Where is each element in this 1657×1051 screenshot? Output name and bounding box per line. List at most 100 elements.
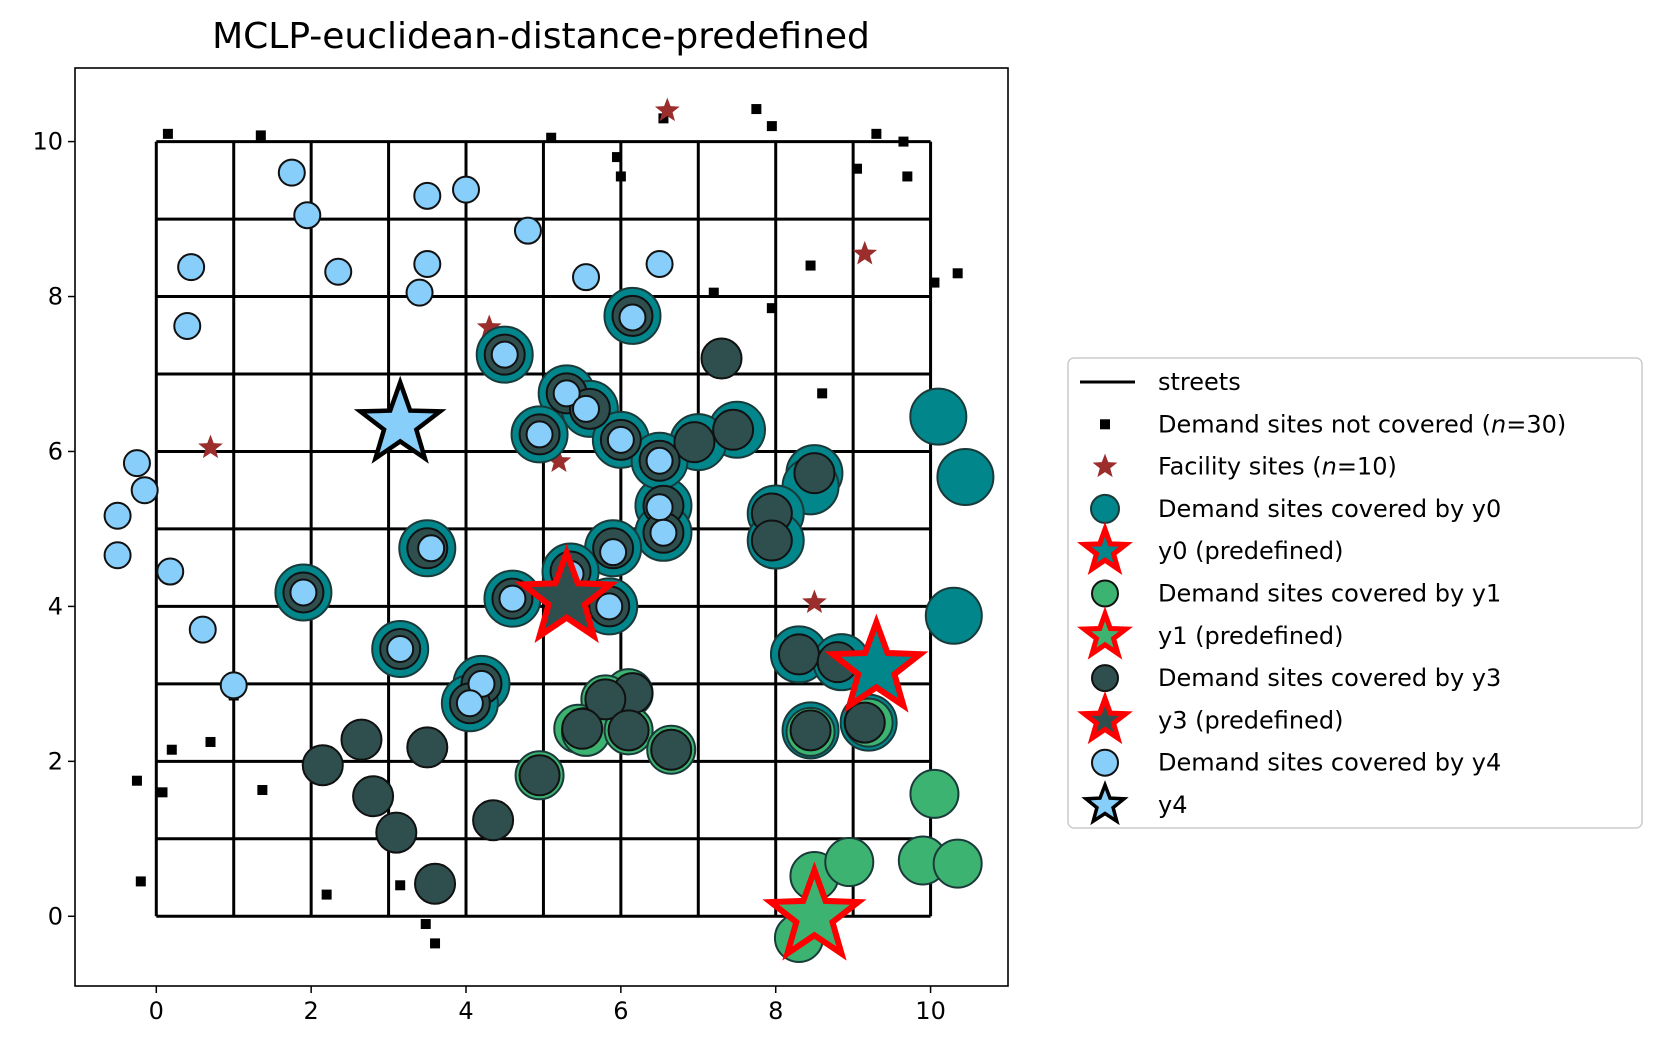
legend-entry: y0 (predefined) bbox=[1077, 521, 1344, 575]
legend-entry: streets bbox=[1080, 368, 1241, 396]
demand-covered-y3-point bbox=[414, 862, 457, 905]
demand-covered-y4-point bbox=[289, 578, 318, 607]
legend-circle-marker bbox=[1090, 493, 1120, 524]
legend-square-marker bbox=[1100, 419, 1110, 430]
demand-covered-y4-point bbox=[156, 557, 185, 586]
y-tick-label: 8 bbox=[48, 283, 63, 311]
legend-star-marker bbox=[1081, 780, 1129, 826]
demand-not-covered-point bbox=[166, 744, 177, 755]
demand-covered-y4-point bbox=[599, 538, 628, 567]
plot-area: 0 2 4 6 8 10 0 2 4 6 8 10 bbox=[32, 67, 1009, 1025]
demand-not-covered-point bbox=[131, 775, 142, 786]
demand-not-covered-point bbox=[430, 938, 441, 949]
legend-entry: Demand sites covered by y0 bbox=[1090, 493, 1501, 524]
legend-entry: Demand sites not covered (n=30) bbox=[1100, 410, 1566, 438]
x-tick-label: 2 bbox=[304, 997, 319, 1025]
demand-covered-y3-point bbox=[301, 744, 344, 787]
x-tick-label: 4 bbox=[458, 997, 473, 1025]
demand-covered-y1-point bbox=[824, 837, 875, 888]
demand-covered-y4-point bbox=[188, 615, 217, 644]
demand-covered-y4-point bbox=[645, 249, 674, 278]
demand-covered-y3-point bbox=[673, 421, 716, 464]
predefined-facility-y1-star bbox=[762, 861, 867, 961]
legend-entry: y3 (predefined) bbox=[1077, 691, 1344, 745]
legend-label: Demand sites covered by y0 bbox=[1158, 495, 1501, 523]
demand-not-covered-point bbox=[420, 919, 431, 930]
demand-covered-y3-point bbox=[340, 718, 383, 761]
demand-not-covered-point bbox=[871, 128, 882, 139]
demand-covered-y4-point bbox=[103, 501, 132, 530]
demand-covered-y3-point bbox=[352, 775, 395, 818]
legend-label: streets bbox=[1158, 368, 1241, 396]
demand-not-covered-point bbox=[708, 287, 719, 298]
demand-covered-y4-point bbox=[452, 175, 481, 204]
demand-covered-y4-point bbox=[572, 263, 601, 292]
legend-star-marker bbox=[1092, 453, 1118, 478]
legend-label: y1 (predefined) bbox=[1158, 622, 1344, 650]
demand-not-covered-point bbox=[898, 136, 909, 147]
demand-covered-y0-point bbox=[909, 387, 968, 446]
demand-covered-y3-point bbox=[789, 709, 832, 752]
demand-not-covered-point bbox=[157, 787, 168, 798]
demand-covered-y4-point bbox=[103, 541, 132, 570]
demand-covered-y1-point bbox=[932, 838, 983, 889]
legend-entry: Demand sites covered by y4 bbox=[1091, 748, 1501, 777]
facility-site-point bbox=[476, 314, 502, 339]
facility-site-point bbox=[802, 589, 827, 614]
demand-not-covered-point bbox=[205, 736, 216, 747]
selected-facility-y4-star bbox=[353, 375, 447, 464]
legend-star-marker bbox=[1077, 521, 1133, 575]
demand-covered-y3-point bbox=[793, 452, 836, 495]
demand-not-covered-point bbox=[929, 277, 940, 288]
y-tick-label: 10 bbox=[32, 128, 63, 156]
facility-site-point bbox=[546, 448, 572, 473]
legend-label: Demand sites covered by y4 bbox=[1158, 749, 1501, 777]
legend-star-marker bbox=[1077, 606, 1133, 660]
demand-covered-y4-point bbox=[413, 249, 442, 278]
demand-not-covered-point bbox=[766, 303, 777, 314]
y-tick-label: 2 bbox=[48, 747, 63, 775]
demand-not-covered-point bbox=[902, 171, 913, 182]
demand-covered-y4-point bbox=[324, 257, 353, 286]
legend-circle-marker bbox=[1091, 664, 1119, 693]
demand-covered-y4-point bbox=[572, 394, 601, 423]
demand-not-covered-point bbox=[817, 388, 828, 399]
demand-covered-y4-point bbox=[649, 518, 678, 547]
facility-site-point bbox=[852, 240, 878, 265]
legend-entry: Facility sites (n=10) bbox=[1092, 453, 1397, 481]
demand-covered-y3-point bbox=[518, 754, 561, 797]
demand-covered-y4-point bbox=[455, 689, 484, 718]
demand-not-covered-point bbox=[611, 152, 622, 163]
legend-label: Demand sites not covered (n=30) bbox=[1158, 410, 1566, 438]
y-tick-label: 0 bbox=[48, 902, 63, 930]
demand-covered-y4-point bbox=[405, 278, 434, 307]
demand-covered-y3-point bbox=[712, 408, 755, 451]
legend-label: Demand sites covered by y1 bbox=[1158, 580, 1501, 608]
demand-covered-y0-point bbox=[936, 448, 995, 507]
demand-covered-y4-point bbox=[277, 158, 306, 187]
demand-covered-y3-point bbox=[843, 701, 886, 744]
demand-covered-y4-point bbox=[386, 635, 415, 664]
demand-not-covered-point bbox=[805, 260, 816, 271]
demand-not-covered-point bbox=[952, 268, 963, 279]
legend-star-marker bbox=[1077, 691, 1133, 745]
legend-entry: Demand sites covered by y3 bbox=[1091, 664, 1501, 693]
demand-covered-y4-point bbox=[618, 303, 647, 332]
demand-covered-y4-point bbox=[130, 476, 159, 505]
legend-circle-marker bbox=[1091, 579, 1119, 608]
legend-circle-marker bbox=[1091, 748, 1119, 777]
demand-covered-y3-point bbox=[700, 337, 743, 380]
demand-covered-y3-point bbox=[375, 811, 418, 854]
demand-not-covered-point bbox=[852, 163, 863, 174]
demand-covered-y3-point bbox=[607, 709, 650, 752]
legend-frame bbox=[1067, 357, 1643, 829]
demand-covered-y4-point bbox=[645, 446, 674, 475]
demand-covered-y3-point bbox=[472, 799, 515, 842]
demand-covered-y3-point bbox=[406, 726, 449, 769]
facility-site-point bbox=[654, 97, 680, 122]
demand-covered-y4-point bbox=[219, 671, 248, 700]
demand-covered-y4-point bbox=[490, 340, 519, 369]
demand-not-covered-point bbox=[766, 121, 777, 132]
demand-not-covered-point bbox=[255, 130, 266, 141]
